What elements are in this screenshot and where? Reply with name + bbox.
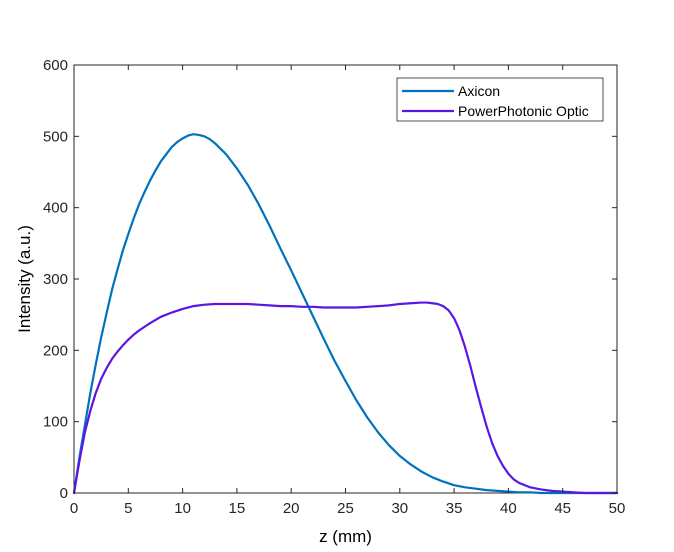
y-tick-label: 100 xyxy=(43,414,68,431)
x-tick-label: 30 xyxy=(391,500,408,517)
legend-label-axicon: Axicon xyxy=(458,83,500,99)
y-axis: 0 100 200 300 400 500 600 xyxy=(43,57,617,502)
series-line-powerphotonic-optic xyxy=(72,301,619,495)
x-tick-label: 35 xyxy=(446,500,463,517)
x-tick-label: 5 xyxy=(124,500,132,517)
x-axis-label: z (mm) xyxy=(319,527,372,546)
x-tick-label: 40 xyxy=(500,500,517,517)
series-line-axicon xyxy=(72,133,619,495)
legend: Axicon PowerPhotonic Optic xyxy=(396,77,604,122)
y-axis-label: Intensity (a.u.) xyxy=(15,225,34,333)
x-tick-label: 25 xyxy=(337,500,354,517)
y-tick-label: 400 xyxy=(43,200,68,217)
legend-label-powerphotonic-optic: PowerPhotonic Optic xyxy=(458,103,589,119)
x-tick-label: 20 xyxy=(283,500,300,517)
y-tick-label: 600 xyxy=(43,57,68,74)
x-tick-label: 15 xyxy=(229,500,246,517)
legend-box xyxy=(396,77,604,122)
x-tick-label: 50 xyxy=(609,500,626,517)
series-layer xyxy=(72,133,619,495)
y-tick-label: 500 xyxy=(43,128,68,145)
y-tick-label: 0 xyxy=(60,485,68,502)
x-tick-label: 45 xyxy=(554,500,571,517)
x-axis: 0 5 10 15 20 25 30 35 40 45 50 xyxy=(70,65,626,517)
x-tick-label: 10 xyxy=(174,500,191,517)
y-tick-label: 200 xyxy=(43,342,68,359)
y-tick-label: 300 xyxy=(43,271,68,288)
plot-area xyxy=(73,64,618,494)
x-tick-label: 0 xyxy=(70,500,78,517)
